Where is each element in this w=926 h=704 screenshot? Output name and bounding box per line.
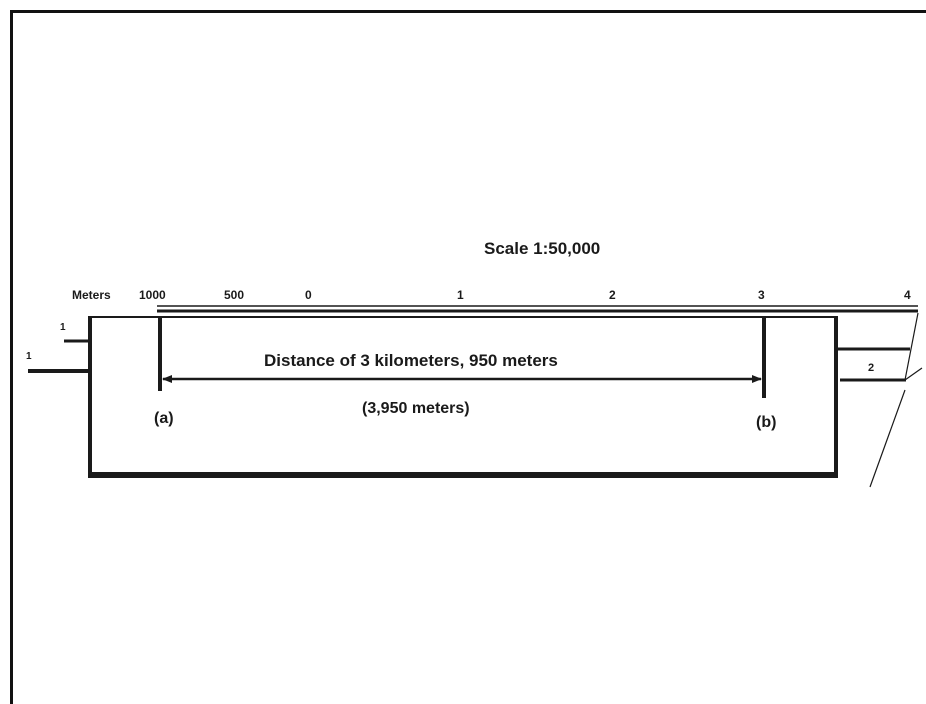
edge-mark-label: 1 xyxy=(60,322,66,333)
scale-tick-label: 3 xyxy=(758,288,765,302)
point-a-label: (a) xyxy=(154,410,174,427)
scale-tick-label: 2 xyxy=(609,288,616,302)
graphic-scale-bar xyxy=(157,305,918,313)
torn-edge xyxy=(904,312,923,382)
divider-outline xyxy=(28,312,923,488)
scale-tick-label: 1000 xyxy=(139,288,166,302)
distance-meters-label: (3,950 meters) xyxy=(362,400,470,417)
figure-frame xyxy=(10,10,926,704)
scale-title: Scale 1:50,000 xyxy=(484,239,601,258)
scale-units-label: Meters xyxy=(72,288,111,302)
torn-edge-line xyxy=(869,389,906,488)
scale-tick-label: 1 xyxy=(457,288,464,302)
scale-tick-label: 4 xyxy=(904,288,911,302)
edge-mark-label: 2 xyxy=(868,362,875,374)
edge-mark-label: 1 xyxy=(26,351,32,362)
distance-label: Distance of 3 kilometers, 950 meters xyxy=(264,351,558,370)
scale-tick-label: 500 xyxy=(224,288,245,302)
point-b-label: (b) xyxy=(756,414,777,431)
scale-tick-label: 0 xyxy=(305,288,312,302)
